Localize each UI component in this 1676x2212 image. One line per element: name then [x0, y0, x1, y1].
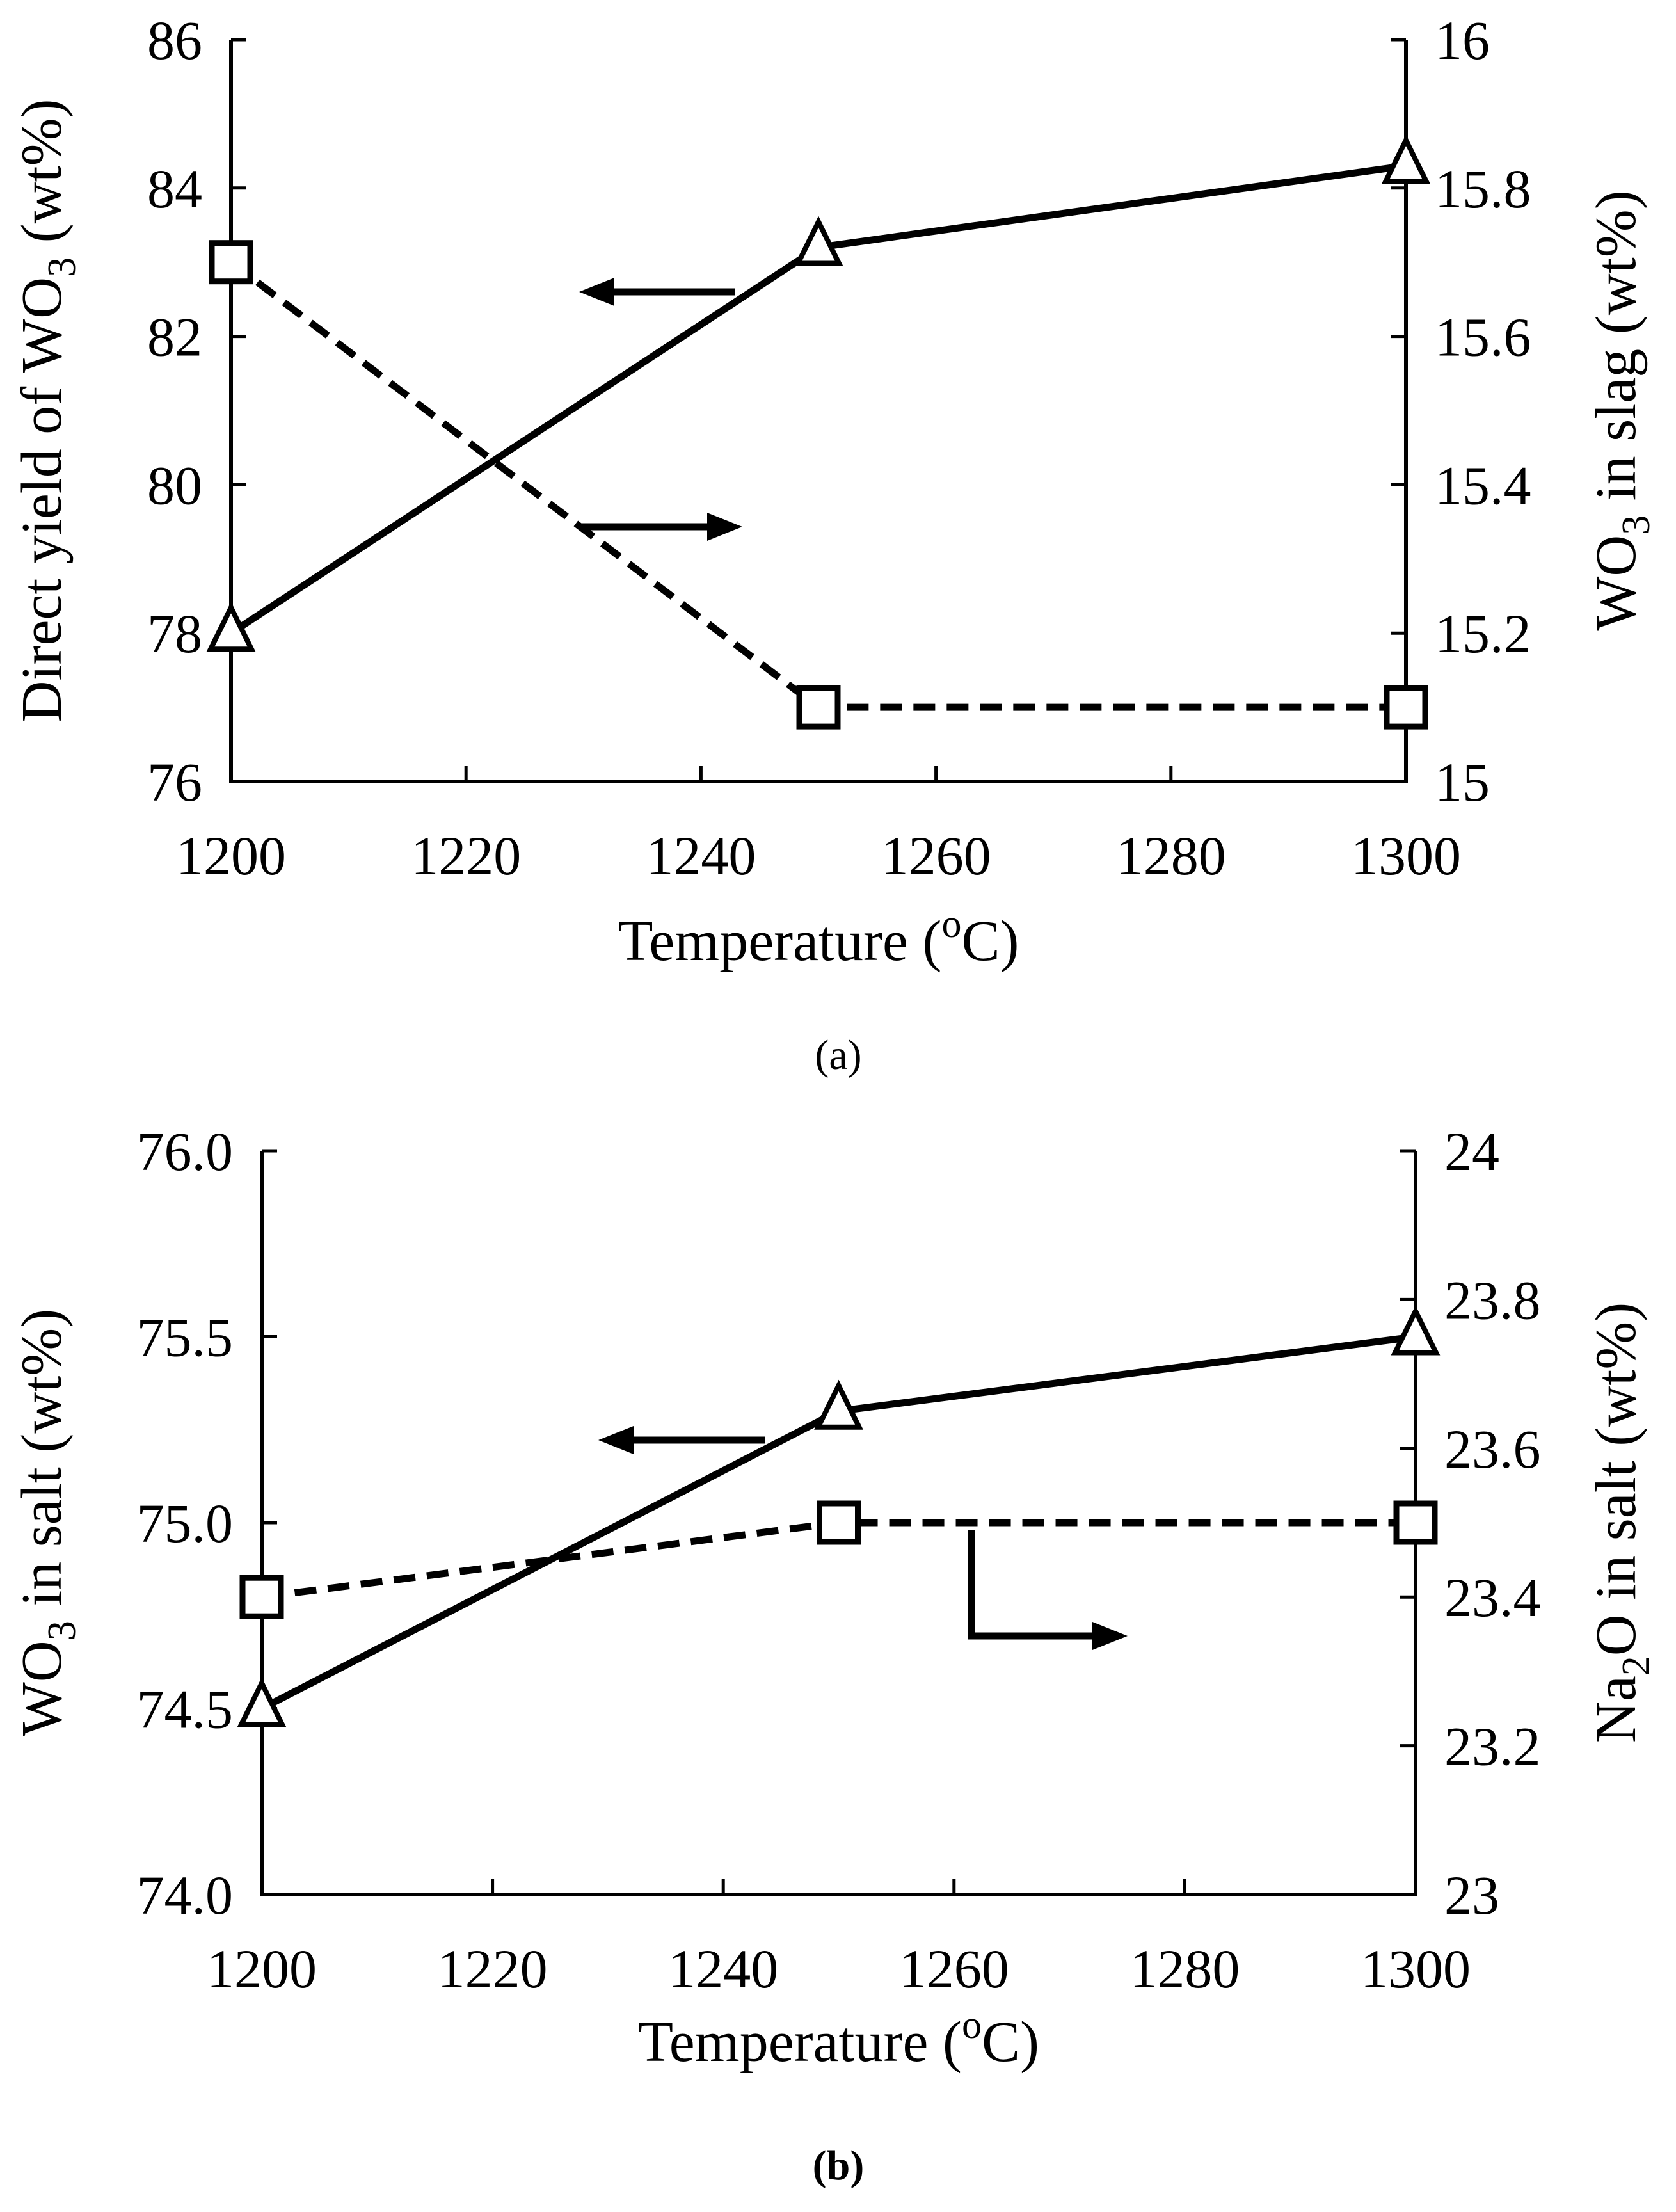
y-right-axis-label-part: WO: [1584, 535, 1648, 631]
x-tick-label: 1240: [668, 1938, 778, 2000]
x-tick-label: 1220: [411, 825, 521, 886]
y-right-axis-label-sub: 2: [1615, 1656, 1658, 1676]
y-left-tick-label: 76: [147, 751, 202, 813]
chart-panel-b: 1200 1220 1240 1260 1280 1300 74.0 74.5 75.0 75.5…: [10, 1121, 1658, 2189]
y-left-tick-label: 76.0: [137, 1121, 234, 1182]
triangle-marker: [1381, 134, 1431, 185]
x-tick-label: 1280: [1129, 1938, 1240, 2000]
square-marker: [209, 240, 253, 285]
y-left-axis-label-part: Direct yield of WO: [10, 277, 74, 723]
y-left-axis-label-part: WO: [10, 1640, 74, 1736]
x-tick-label: 1200: [176, 825, 286, 886]
arrowhead-icon: [1092, 1622, 1128, 1650]
y-right-tick-label: 15.4: [1435, 454, 1531, 516]
square-marker: [239, 1575, 284, 1619]
y-left-tick-label: 84: [147, 158, 202, 220]
y-right-tick-label: 23.4: [1444, 1567, 1541, 1628]
y-right-axis-label: WO3 in slag (wt%): [1584, 190, 1658, 630]
x-axis-label-part: Temperature (: [618, 910, 942, 973]
y-right-tick-label: 23.6: [1444, 1418, 1541, 1480]
triangle-marker: [206, 602, 256, 652]
y-left-tick-label: 74.5: [137, 1679, 234, 1740]
y-left-tick-label: 82: [147, 307, 202, 368]
y-right-axis-label-part: Na: [1584, 1676, 1648, 1743]
triangle-marker: [814, 1379, 863, 1430]
x-tick-label: 1300: [1361, 1938, 1471, 2000]
y-left-tick-label: 80: [147, 454, 202, 516]
y-right-axis-label-part: in slag (wt%): [1584, 190, 1648, 515]
y-left-axis-label-sub: 3: [40, 257, 84, 277]
y-left-axis-label-sub: 3: [40, 1621, 84, 1640]
y-right-tick-label: 15: [1435, 751, 1490, 813]
chart-panel-a: 1200 1220 1240 1260 1280 1300 76 78 80 82 84 86 15 15…: [10, 10, 1658, 1078]
square-marker: [796, 685, 841, 730]
square-marker: [817, 1500, 861, 1545]
square-marker: [1384, 685, 1428, 730]
y-right-tick-label: 24: [1444, 1121, 1499, 1182]
panel-label: (a): [815, 1032, 861, 1078]
y-right-tick-label: 23.8: [1444, 1269, 1541, 1331]
y-right-axis-label-sub: 3: [1615, 515, 1658, 535]
y-left-tick-label: 75.5: [137, 1307, 234, 1368]
y-left-tick-label: 75.0: [137, 1493, 234, 1554]
x-axis-label-part: Temperature (: [638, 2010, 962, 2074]
x-axis-label-part: C): [961, 910, 1019, 973]
y-left-axis-label-part: (wt%): [10, 99, 74, 257]
triangle-marker: [237, 1677, 287, 1727]
y-right-tick-label: 15.8: [1435, 158, 1531, 220]
y-left-axis-label: Direct yield of WO3 (wt%): [10, 99, 84, 722]
x-tick-label: 1200: [207, 1938, 317, 2000]
x-tick-label: 1260: [881, 825, 991, 886]
annotation-arrow-right: [968, 1530, 1102, 1640]
x-axis-label-sup: o: [962, 2003, 982, 2047]
y-right-tick-label: 16: [1435, 10, 1490, 71]
y-right-tick-label: 23.2: [1444, 1716, 1541, 1777]
x-axis-label: Temperature (oC): [638, 2003, 1039, 2074]
triangle-marker: [1391, 1305, 1441, 1356]
x-tick-label: 1260: [899, 1938, 1009, 2000]
x-axis-label-part: C): [982, 2010, 1039, 2074]
y-right-tick-label: 15.6: [1435, 307, 1531, 368]
y-left-tick-label: 74.0: [137, 1864, 234, 1926]
square-marker: [1393, 1500, 1438, 1545]
arrowhead-icon: [598, 1426, 634, 1454]
x-tick-label: 1240: [646, 825, 756, 886]
y-right-tick-label: 23: [1444, 1864, 1499, 1926]
x-tick-label: 1300: [1351, 825, 1461, 886]
triangle-marker: [794, 216, 843, 266]
y-left-axis-label: WO3 in salt (wt%): [10, 1309, 84, 1736]
x-tick-label: 1220: [438, 1938, 548, 2000]
arrowhead-icon: [707, 513, 742, 541]
arrowhead-icon: [579, 278, 614, 306]
x-axis-label-sup: o: [941, 902, 961, 946]
series-line-square: [228, 259, 1406, 711]
x-tick-label: 1280: [1116, 825, 1226, 886]
y-right-tick-label: 15.2: [1435, 603, 1531, 664]
panel-label: (b): [813, 2142, 865, 2189]
y-left-axis-label-part: in salt (wt%): [10, 1309, 74, 1621]
y-left-tick-label: 86: [147, 10, 202, 71]
x-axis-label: Temperature (oC): [618, 902, 1019, 973]
y-right-axis-label: Na2O in salt (wt%): [1584, 1302, 1658, 1743]
y-left-tick-label: 78: [147, 603, 202, 664]
y-right-axis-label-part: O in salt (wt%): [1584, 1302, 1648, 1656]
